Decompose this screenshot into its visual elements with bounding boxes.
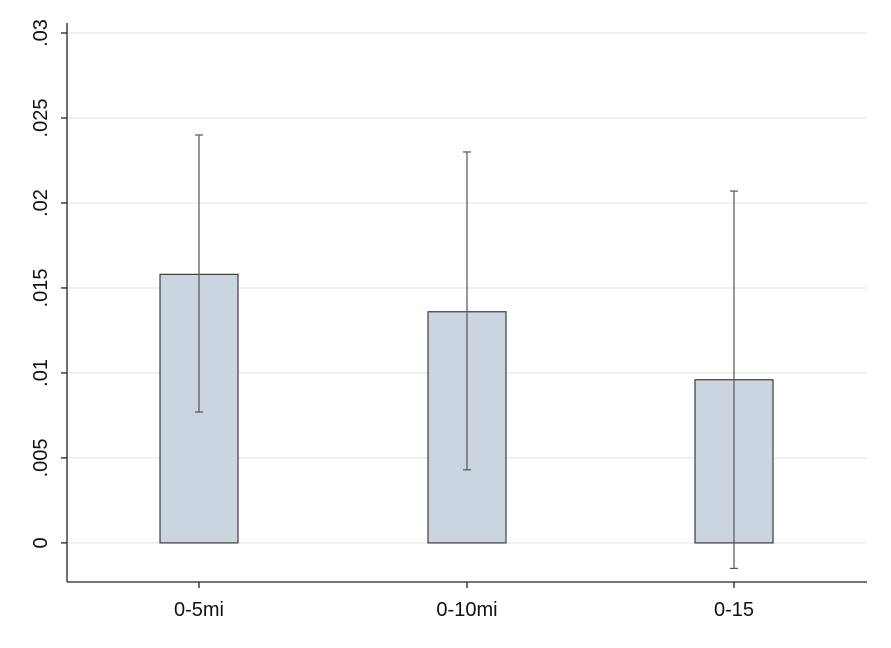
x-tick-label: 0-5mi [174, 599, 224, 621]
x-tick-label: 0-10mi [436, 599, 497, 621]
x-axis-ticks: 0-5mi 0-10mi 0-15 [174, 582, 754, 621]
y-axis-ticks: 0 .005 .01 .015 .02 .025 .03 [30, 19, 67, 548]
y-tick-label: 0 [30, 537, 52, 548]
error-bars [195, 134, 738, 570]
y-tick-label: .015 [30, 268, 52, 307]
y-tick-label: .005 [30, 438, 52, 477]
y-tick-label: .01 [30, 359, 52, 387]
y-tick-label: .025 [30, 99, 52, 138]
x-tick-label: 0-15 [714, 599, 754, 621]
y-tick-label: .03 [30, 19, 52, 47]
y-tick-label: .02 [30, 189, 52, 217]
